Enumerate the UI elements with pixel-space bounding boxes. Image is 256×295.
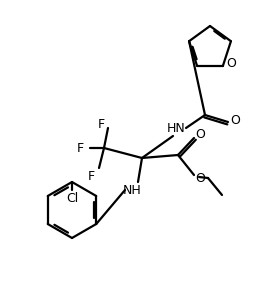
Text: Cl: Cl (66, 193, 78, 206)
Text: HN: HN (167, 122, 185, 135)
Text: F: F (98, 117, 104, 130)
Text: O: O (195, 127, 205, 140)
Text: F: F (88, 171, 94, 183)
Text: O: O (195, 171, 205, 184)
Text: O: O (226, 57, 236, 70)
Text: F: F (77, 142, 83, 155)
Text: NH: NH (123, 183, 141, 196)
Text: O: O (230, 114, 240, 127)
